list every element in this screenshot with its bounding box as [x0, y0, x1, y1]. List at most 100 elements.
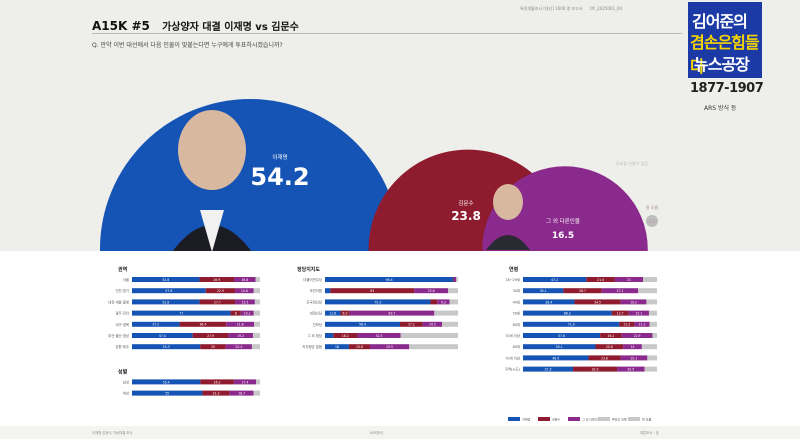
bar-value: 17.4 — [242, 380, 249, 384]
bar-value: 53.4 — [163, 380, 170, 384]
meta-item: 특정개월조사 [대선] 1000 명 보고서 — [520, 6, 583, 11]
row-label: 60대 — [513, 344, 520, 349]
face-shape — [493, 184, 523, 220]
bar-segment — [614, 277, 644, 282]
bar-value: 12.7 — [617, 312, 624, 316]
row-label: 여성 — [123, 391, 129, 396]
bar-value: 77 — [179, 312, 183, 316]
row-label: 18~29세 — [505, 277, 520, 282]
bar-segment — [400, 321, 423, 327]
footer-text: 이재명·김문수 가상대결 조사 — [92, 431, 133, 435]
bar-segment — [572, 366, 618, 372]
suit-shape — [486, 235, 530, 250]
bar-segment — [349, 310, 435, 316]
bar-segment — [225, 344, 252, 350]
row-label: 국민의힘 — [310, 288, 322, 293]
bar-segment — [586, 277, 615, 282]
survey-title: 가상양자 대결 이재명 vs 김문수 — [162, 22, 299, 33]
bar-segment — [646, 299, 657, 305]
bar-segment — [132, 333, 193, 338]
bar-value: 55 — [165, 392, 169, 396]
bar-segment — [199, 299, 236, 305]
bar-segment — [523, 310, 612, 316]
bar-segment — [240, 310, 254, 316]
bar-value: 63 — [370, 289, 374, 293]
row-label: 부산·울산·경남 — [108, 333, 129, 338]
header-rule — [92, 33, 682, 34]
bar-segment — [643, 277, 657, 282]
bar-segment — [255, 277, 260, 282]
bar-segment — [574, 299, 621, 305]
bar-segment — [132, 310, 231, 316]
brand-box: 김어준의 겸손은힘들다 뉴스공장 — [688, 2, 762, 78]
bar-segment — [619, 321, 635, 327]
bubble-0 — [100, 99, 400, 252]
bubble-extra-label: 투표할 인물이 없음 — [616, 160, 648, 166]
bar-value: 6.9 — [343, 312, 348, 316]
bar-value: 63.7 — [389, 312, 396, 316]
row-label: 인천·경기 — [115, 288, 129, 293]
row-label: 서울 — [123, 277, 129, 282]
brand-line: 뉴스공장 — [694, 55, 750, 74]
brand-line: 겸손은힘들다 — [690, 33, 760, 76]
bar-value: 30.1 — [540, 289, 547, 293]
bar-segment — [644, 366, 657, 372]
bar-segment — [523, 277, 587, 282]
bar-segment — [348, 344, 370, 350]
bar-segment — [200, 379, 234, 385]
bar-value: 26.9 — [213, 278, 220, 282]
bar-segment — [253, 310, 260, 316]
bar-segment — [357, 333, 401, 338]
legend-label: 이재명 — [522, 417, 531, 422]
bar-value: 57.6 — [165, 289, 172, 293]
bar-value: 37.3 — [545, 368, 552, 372]
bar-segment — [325, 277, 454, 282]
bar-value: 20.5 — [627, 368, 634, 372]
bar-value: 15.5 — [242, 300, 249, 304]
bar-segment — [588, 355, 621, 361]
legend-swatch — [508, 417, 520, 421]
bar-value: 20 — [211, 345, 215, 349]
row-label: 50대 — [513, 311, 520, 316]
bar-segment — [595, 344, 624, 350]
bar-segment — [202, 390, 230, 396]
bar-segment — [409, 344, 458, 350]
bar-segment — [652, 333, 657, 338]
bar-value: 37.2 — [152, 323, 159, 327]
bubble-label: 잘 모름 — [646, 204, 659, 210]
bar-value: 15.1 — [635, 312, 642, 316]
bar-segment — [647, 355, 657, 361]
bar-value: 20.1 — [630, 356, 637, 360]
brand-line: 김어준의 — [692, 12, 748, 31]
bar-segment — [325, 310, 341, 316]
bubble-value: 54.2 — [250, 163, 309, 191]
bar-segment — [229, 390, 254, 396]
bar-segment — [600, 333, 622, 338]
bar-segment — [333, 333, 358, 338]
bubble-3 — [646, 215, 658, 227]
bar-value: 20.4 — [235, 345, 242, 349]
meta-item: OY_2025001_04 — [589, 6, 623, 11]
bar-segment — [641, 344, 657, 350]
bar-segment — [233, 379, 257, 385]
bar-value: 18.7 — [238, 392, 245, 396]
group-title: 성별 — [118, 368, 128, 375]
bar-value: 25.6 — [428, 289, 435, 293]
bar-value: 18 — [335, 345, 339, 349]
row-label: 더불어민주당 — [303, 277, 322, 282]
bar-segment — [254, 321, 260, 327]
bar-value: 21.8 — [237, 323, 244, 327]
bar-value: 9.3 — [441, 300, 446, 304]
bar-segment — [228, 333, 253, 338]
bar-segment — [325, 288, 331, 294]
bar-segment — [252, 333, 260, 338]
bar-value: 47.2 — [551, 278, 558, 282]
bar-segment — [132, 277, 200, 282]
bar-value: 16.8 — [241, 278, 248, 282]
bar-segment — [448, 288, 458, 294]
row-label: 70세 이상 — [505, 333, 520, 338]
bar-segment — [132, 299, 200, 305]
bar-segment — [132, 390, 203, 396]
shirt-shape — [200, 210, 224, 252]
bar-segment — [251, 344, 260, 350]
